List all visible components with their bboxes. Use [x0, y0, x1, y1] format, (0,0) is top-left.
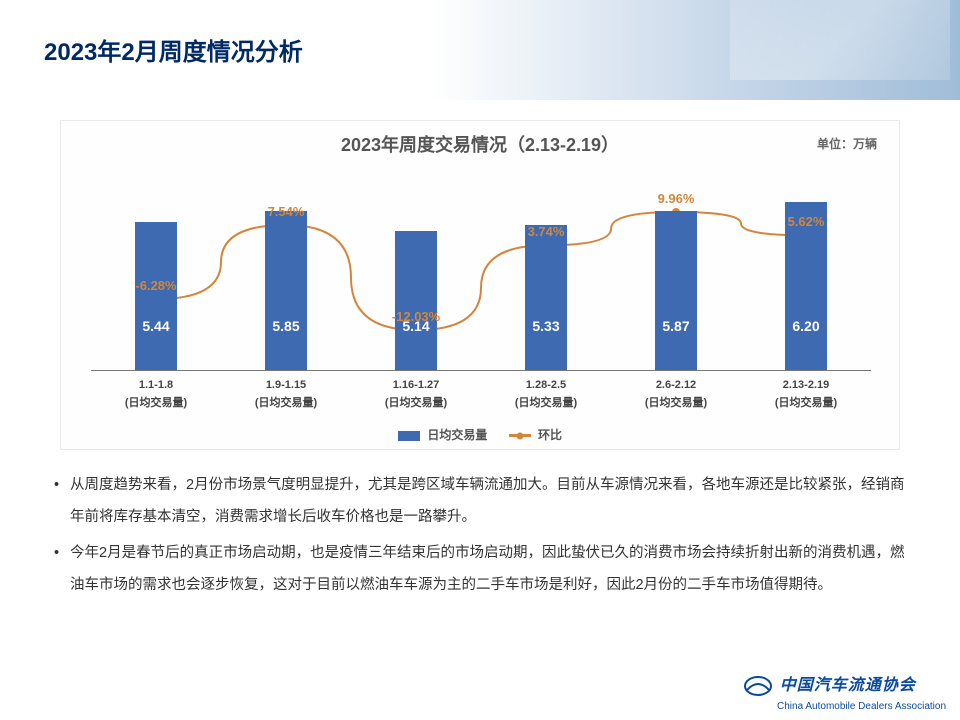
legend-bar-swatch	[398, 431, 420, 441]
x-axis-tick-label: 1.9-1.15(日均交易量)	[236, 379, 336, 410]
bullet-item: 今年2月是春节后的真正市场启动期，也是疫情三年结束后的市场启动期，因此蛰伏已久的…	[52, 538, 908, 602]
x-axis-tick-label: 2.13-2.19(日均交易量)	[756, 379, 856, 410]
bar-value-label: 5.33	[525, 318, 567, 334]
chart-legend: 日均交易量 环比	[61, 426, 899, 443]
line-value-label: 3.74%	[528, 224, 565, 239]
line-value-label: 7.54%	[268, 204, 305, 219]
line-chart-svg	[91, 171, 871, 371]
line-value-label: -12.03%	[392, 309, 440, 324]
line-value-label: -6.28%	[135, 278, 176, 293]
bar: 5.14	[395, 231, 437, 371]
chart-unit-label: 单位：万辆	[817, 135, 877, 152]
footer-org-cn: 中国汽车流通协会	[780, 677, 916, 694]
footer-org-en: China Automobile Dealers Association	[743, 701, 946, 712]
bullet-item: 从周度趋势来看，2月份市场景气度明显提升，尤其是跨区域车辆流通加大。目前从车源情…	[52, 470, 908, 534]
bar: 5.33	[525, 225, 567, 370]
line-value-label: 5.62%	[788, 214, 825, 229]
line-value-label: 9.96%	[658, 191, 695, 206]
chart-title: 2023年周度交易情况（2.13-2.19）	[61, 121, 899, 157]
bar-value-label: 5.44	[135, 318, 177, 334]
page-title: 2023年2月周度情况分析	[44, 32, 303, 67]
chart-frame: 2023年周度交易情况（2.13-2.19） 单位：万辆 5.44-6.28%5…	[60, 120, 900, 450]
x-axis-tick-label: 1.16-1.27(日均交易量)	[366, 379, 466, 410]
bar: 5.85	[265, 211, 307, 370]
x-axis-tick-label: 2.6-2.12(日均交易量)	[626, 379, 726, 410]
x-axis-tick-label: 1.1-1.8(日均交易量)	[106, 379, 206, 410]
bar-value-label: 5.87	[655, 318, 697, 334]
legend-line-swatch	[509, 434, 531, 437]
bar: 5.44	[135, 222, 177, 370]
x-axis-tick-label: 1.28-2.5(日均交易量)	[496, 379, 596, 410]
legend-line-label: 环比	[538, 428, 562, 442]
bar-value-label: 5.85	[265, 318, 307, 334]
header-decor	[730, 0, 950, 80]
body-bullets: 从周度趋势来看，2月份市场景气度明显提升，尤其是跨区域车辆流通加大。目前从车源情…	[52, 470, 908, 606]
footer-logo: 中国汽车流通协会 China Automobile Dealers Associ…	[743, 671, 946, 712]
bar-value-label: 6.20	[785, 318, 827, 334]
trend-line	[156, 212, 806, 330]
bar: 5.87	[655, 211, 697, 370]
legend-bar-label: 日均交易量	[427, 428, 487, 442]
plot-area: 5.44 -6.28% 5.85 7.54% 5.14-12.03% 5.33 3.74% 5…	[91, 171, 871, 371]
logo-glyph-icon	[743, 674, 773, 701]
